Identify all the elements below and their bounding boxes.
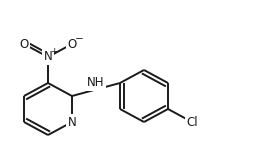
Text: N: N xyxy=(68,115,76,128)
Text: +: + xyxy=(50,48,58,56)
Text: Cl: Cl xyxy=(186,115,198,128)
Text: O: O xyxy=(67,38,77,51)
Text: −: − xyxy=(75,34,83,44)
Text: NH: NH xyxy=(87,76,105,90)
Text: O: O xyxy=(19,38,29,51)
Text: N: N xyxy=(44,51,52,63)
